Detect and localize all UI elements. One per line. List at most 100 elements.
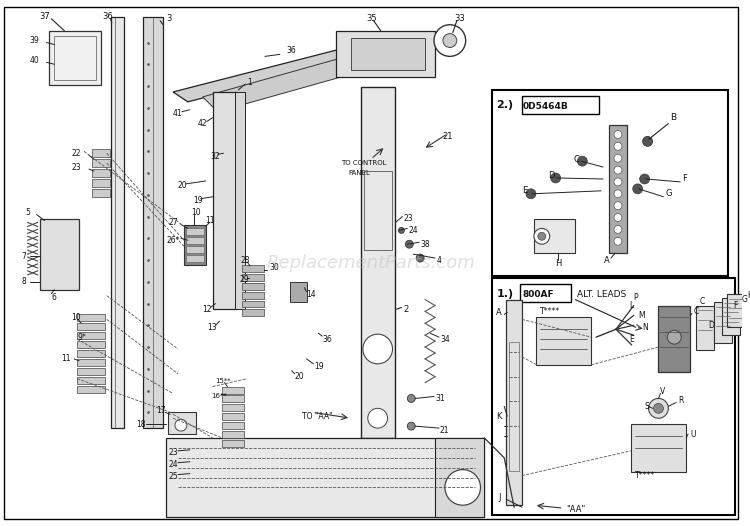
Text: D: D	[548, 170, 554, 179]
Circle shape	[578, 156, 587, 166]
Polygon shape	[435, 438, 484, 517]
Circle shape	[407, 394, 416, 402]
Circle shape	[405, 240, 413, 248]
Text: 29: 29	[239, 275, 249, 285]
Text: 36: 36	[102, 12, 112, 22]
Text: 19: 19	[193, 196, 202, 205]
Polygon shape	[111, 17, 124, 428]
Bar	[223, 422, 245, 429]
Text: 10: 10	[190, 208, 200, 217]
Text: 35: 35	[366, 14, 376, 23]
Polygon shape	[714, 301, 731, 343]
Text: 38: 38	[420, 240, 430, 249]
Text: 36: 36	[322, 335, 332, 343]
Circle shape	[538, 232, 546, 240]
Text: R: R	[678, 396, 683, 405]
Circle shape	[368, 408, 388, 428]
Text: 28: 28	[240, 256, 250, 265]
Text: 800AF: 800AF	[522, 290, 554, 299]
Bar	[242, 292, 264, 299]
Polygon shape	[536, 317, 591, 365]
Circle shape	[416, 254, 424, 262]
Text: L: L	[628, 301, 633, 310]
Text: 40: 40	[30, 56, 40, 65]
Text: 42: 42	[198, 119, 207, 128]
Bar	[77, 323, 105, 330]
Polygon shape	[506, 300, 522, 505]
Bar	[522, 96, 599, 114]
Circle shape	[640, 174, 650, 184]
Bar	[223, 404, 245, 411]
Circle shape	[653, 403, 664, 413]
Circle shape	[175, 419, 187, 431]
Polygon shape	[361, 87, 395, 438]
Text: 23: 23	[168, 448, 178, 457]
Text: E: E	[522, 186, 527, 195]
Text: 2.): 2.)	[496, 100, 514, 110]
Text: 15**: 15**	[215, 378, 231, 383]
Bar	[242, 283, 264, 290]
Circle shape	[614, 143, 622, 150]
Bar	[92, 149, 110, 157]
Bar	[77, 386, 105, 392]
Text: C: C	[574, 155, 579, 164]
Circle shape	[668, 330, 681, 344]
Text: ALT. LEADS: ALT. LEADS	[578, 290, 627, 299]
Circle shape	[614, 166, 622, 174]
Text: 26*: 26*	[166, 236, 179, 245]
Polygon shape	[658, 306, 690, 372]
Polygon shape	[202, 53, 376, 112]
Bar	[92, 189, 110, 197]
Circle shape	[407, 422, 416, 430]
Bar	[223, 413, 245, 420]
Bar	[77, 332, 105, 339]
Text: C: C	[700, 297, 705, 306]
Text: 21: 21	[440, 426, 449, 434]
Circle shape	[443, 34, 457, 47]
Text: G: G	[742, 295, 748, 304]
Circle shape	[434, 25, 466, 56]
Text: 31: 31	[435, 394, 445, 403]
Bar	[77, 368, 105, 375]
Polygon shape	[696, 306, 714, 350]
Circle shape	[633, 184, 643, 194]
Bar	[242, 274, 264, 281]
Bar	[290, 282, 308, 301]
Circle shape	[614, 226, 622, 234]
Text: J: J	[498, 493, 501, 502]
Circle shape	[614, 190, 622, 198]
Text: P: P	[633, 293, 638, 302]
Text: PANEL: PANEL	[348, 170, 370, 176]
Bar	[168, 412, 196, 434]
Circle shape	[643, 136, 652, 146]
Text: 23: 23	[71, 163, 81, 171]
Text: 4: 4	[437, 256, 442, 265]
Polygon shape	[609, 125, 627, 253]
Polygon shape	[722, 298, 740, 335]
Text: V: V	[661, 387, 666, 396]
Circle shape	[550, 173, 560, 183]
Text: 17: 17	[156, 406, 166, 415]
Bar	[77, 359, 105, 366]
Bar	[77, 315, 105, 321]
Text: D: D	[708, 321, 714, 330]
Circle shape	[614, 214, 622, 221]
Text: TO CONTROL: TO CONTROL	[341, 160, 386, 166]
Text: H: H	[748, 291, 750, 300]
Bar	[77, 377, 105, 383]
Polygon shape	[351, 37, 425, 70]
Bar	[242, 265, 264, 272]
Text: G: G	[665, 189, 672, 198]
Text: 36: 36	[286, 46, 296, 55]
Text: 20: 20	[178, 181, 188, 190]
Circle shape	[614, 237, 622, 245]
Text: 1: 1	[248, 77, 252, 87]
Circle shape	[526, 189, 536, 199]
Text: "AA": "AA"	[566, 504, 586, 514]
Bar	[184, 226, 206, 265]
Text: E: E	[628, 335, 634, 343]
Bar	[520, 284, 572, 301]
Polygon shape	[40, 218, 79, 290]
Text: 20: 20	[295, 372, 304, 381]
Text: ReplacementParts.com: ReplacementParts.com	[266, 254, 476, 272]
